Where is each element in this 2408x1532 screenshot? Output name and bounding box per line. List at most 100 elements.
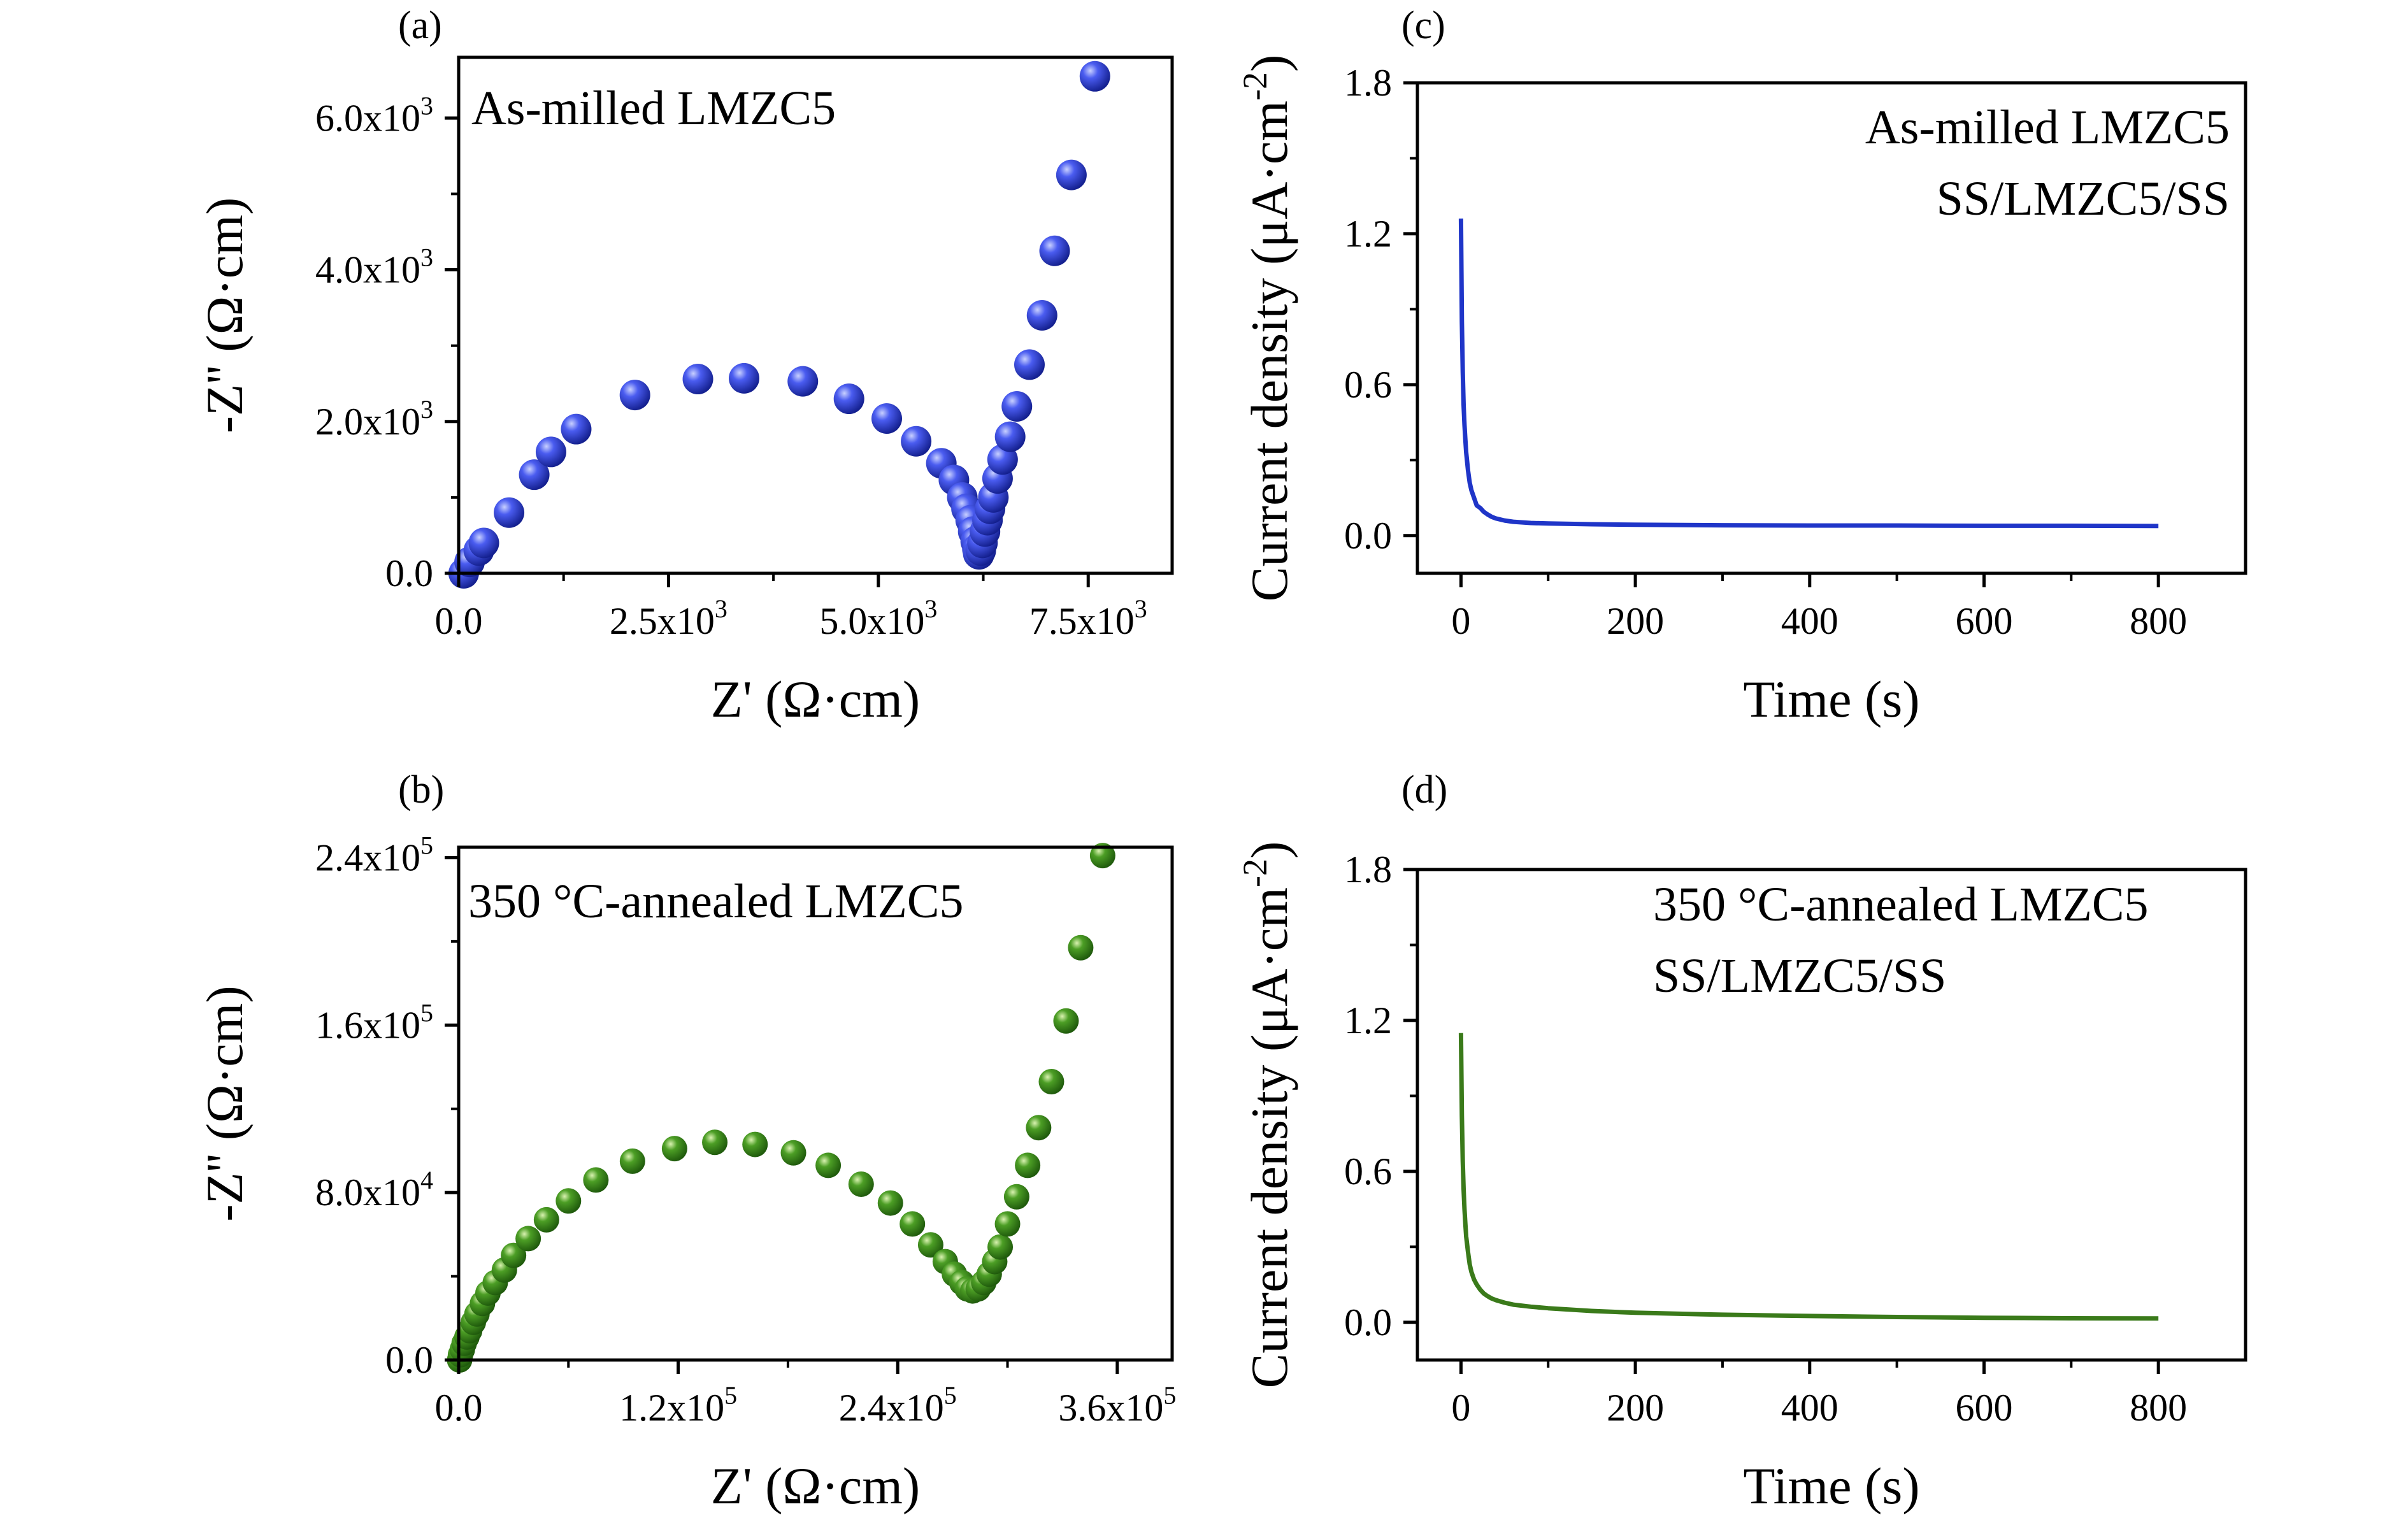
x-tick-label: 200	[1607, 600, 1664, 642]
data-point	[501, 1242, 527, 1268]
y-tick-label: 6.0x103	[315, 91, 433, 139]
data-point	[917, 1232, 943, 1258]
data-point	[899, 1211, 926, 1237]
y-tick-label: 0.0	[385, 552, 433, 594]
x-tick-label: 3.6x105	[1058, 1381, 1176, 1429]
data-point	[742, 1131, 768, 1157]
data-point	[871, 403, 902, 434]
data-point	[515, 1226, 541, 1252]
data-point	[815, 1152, 842, 1178]
data-point	[901, 426, 932, 457]
x-tick-label: 800	[2130, 600, 2187, 642]
x-tick-label: 5.0x103	[819, 594, 937, 642]
data-point	[833, 383, 864, 415]
data-point	[1026, 300, 1057, 331]
panel-b: (b) 0.0 1.2x105 2.4x105 3.6x105 0.0 8.0x104 1.6…	[196, 768, 1176, 1515]
data-point	[1079, 61, 1110, 92]
series-line	[1458, 1033, 2159, 1321]
data-point	[994, 1211, 1021, 1237]
x-tick-label: 0.0	[435, 1387, 483, 1429]
data-point	[780, 1140, 806, 1166]
data-point	[1014, 349, 1045, 380]
data-point	[994, 421, 1026, 452]
panel-label: (a)	[398, 4, 442, 47]
annotation-text: 350 °C-annealed LMZC5	[468, 875, 964, 928]
plot-frame	[457, 55, 1174, 575]
x-tick-label: 0	[1451, 1387, 1470, 1429]
y-tick-label: 1.8	[1344, 62, 1392, 104]
data-point	[1053, 1008, 1079, 1034]
y-tick-label: 1.8	[1344, 848, 1392, 891]
x-tick-label: 800	[2130, 1387, 2187, 1429]
data-point	[583, 1167, 609, 1193]
plot-frame	[1415, 868, 2247, 1362]
data-point	[1001, 390, 1033, 422]
data-point	[519, 459, 550, 490]
data-point	[987, 1234, 1014, 1260]
x-tick-label: 400	[1781, 1387, 1838, 1429]
data-point	[877, 1190, 903, 1216]
annotation-text: As-milled LMZC5	[471, 82, 836, 135]
data-point	[1038, 1069, 1064, 1094]
x-axis-label: Z' (Ω·cm)	[711, 670, 920, 728]
series-line	[1458, 218, 2159, 529]
x-axis-label: Time (s)	[1743, 1457, 1919, 1515]
data-point	[787, 366, 819, 397]
y-tick-label: 0.6	[1344, 1150, 1392, 1192]
x-axis-label: Time (s)	[1743, 670, 1919, 728]
data-point	[1089, 843, 1115, 869]
annotation-text: As-milled LMZC5	[1865, 101, 2230, 154]
y-tick-label: 4.0x103	[315, 243, 433, 291]
data-point	[702, 1129, 728, 1156]
y-axis-label: -Z'' (Ω·cm)	[196, 197, 254, 433]
y-tick-label: 2.4x105	[315, 831, 433, 878]
data-point	[1068, 934, 1094, 961]
panel-d: (d) 0 200 400 600 800 0.0 0.6 1.2 1.8 Time (s) Curr…	[1236, 768, 2247, 1515]
data-point	[561, 413, 592, 445]
data-point	[1015, 1152, 1041, 1178]
data-point	[619, 380, 650, 411]
data-point	[468, 527, 499, 559]
panel-label: (d)	[1401, 768, 1447, 812]
x-tick-label: 600	[1955, 1387, 2012, 1429]
y-tick-label: 1.2	[1344, 999, 1392, 1042]
panel-c: (c) 0 200 400 600 800 0.0 0.6 1.2 1.8 Time (s) Curr…	[1236, 4, 2247, 728]
data-point	[535, 436, 566, 468]
panel-label: (b)	[398, 768, 444, 812]
annotation-text: SS/LMZC5/SS	[1937, 172, 2230, 226]
data-point	[848, 1171, 874, 1197]
x-tick-label: 0.0	[435, 600, 483, 642]
y-tick-label: 0.6	[1344, 364, 1392, 406]
y-tick-label: 2.0x103	[315, 395, 433, 443]
y-tick-label: 8.0x104	[315, 1166, 433, 1213]
data-point	[533, 1206, 559, 1233]
data-point	[619, 1148, 645, 1174]
data-point	[729, 362, 759, 394]
data-point	[682, 364, 713, 395]
plot-frame	[457, 845, 1174, 1362]
x-tick-label: 200	[1607, 1387, 1664, 1429]
data-point	[555, 1188, 582, 1214]
data-point	[1039, 235, 1070, 266]
data-point	[494, 497, 525, 528]
x-tick-label: 7.5x103	[1029, 594, 1147, 642]
data-point	[1056, 159, 1087, 190]
y-axis-label: -Z'' (Ω·cm)	[196, 985, 254, 1221]
panel-label: (c)	[1401, 4, 1445, 47]
y-tick-label: 0.0	[1344, 1301, 1392, 1343]
y-tick-label: 1.6x105	[315, 998, 433, 1046]
data-point	[1003, 1184, 1029, 1210]
data-point	[1026, 1115, 1052, 1141]
annotation-text: 350 °C-annealed LMZC5	[1653, 878, 2149, 931]
x-tick-label: 400	[1781, 600, 1838, 642]
x-tick-label: 2.4x105	[839, 1381, 957, 1429]
data-point	[661, 1136, 687, 1162]
y-tick-label: 0.0	[385, 1339, 433, 1381]
x-tick-label: 0	[1451, 600, 1470, 642]
x-tick-label: 600	[1955, 600, 2012, 642]
y-axis-label: Current density (μA·cm-2)	[1236, 55, 1298, 602]
annotation-text: SS/LMZC5/SS	[1653, 949, 1946, 1003]
panel-a: (a) 0.0 2.5x103 5.0x103 7.5x103 0.0 2.0x103 4.0…	[196, 4, 1174, 728]
plot-frame	[1415, 81, 2247, 575]
